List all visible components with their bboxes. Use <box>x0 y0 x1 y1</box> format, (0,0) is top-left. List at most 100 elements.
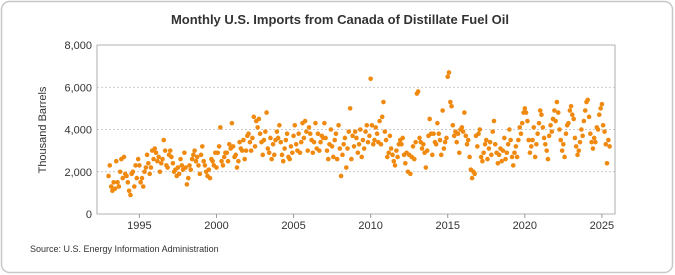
data-point <box>481 150 486 156</box>
x-tick-label: 1995 <box>127 220 151 232</box>
data-point <box>121 154 127 160</box>
data-point <box>333 131 339 137</box>
data-point <box>169 154 174 160</box>
data-point <box>147 171 153 177</box>
y-axis-label: Thousand Barrels <box>37 86 49 173</box>
data-point <box>324 148 330 153</box>
data-point <box>167 148 173 153</box>
data-point <box>514 154 520 160</box>
data-point <box>329 144 335 149</box>
data-point <box>575 152 580 158</box>
data-point <box>351 144 357 149</box>
data-point <box>325 156 331 162</box>
data-point <box>264 110 269 115</box>
data-point <box>568 103 574 109</box>
data-point <box>364 122 370 128</box>
data-point <box>595 127 601 132</box>
data-point <box>233 152 239 158</box>
data-point <box>579 127 584 132</box>
data-point <box>377 118 382 124</box>
data-point <box>162 148 168 153</box>
data-point <box>301 135 307 141</box>
data-point <box>251 114 257 120</box>
data-point <box>423 165 429 170</box>
data-point <box>449 103 454 109</box>
data-point <box>226 141 232 147</box>
data-point <box>381 99 386 105</box>
data-point <box>554 99 560 105</box>
data-point <box>379 114 385 120</box>
data-point <box>576 148 582 153</box>
data-point <box>410 144 416 149</box>
data-point <box>184 182 190 187</box>
data-point <box>132 184 137 189</box>
data-point <box>139 175 145 181</box>
data-point <box>600 122 606 128</box>
y-tick-label: 4,000 <box>64 125 92 137</box>
data-point <box>478 154 484 160</box>
data-point <box>441 146 447 151</box>
data-point <box>342 135 348 141</box>
data-point <box>368 76 373 82</box>
data-point <box>516 137 521 143</box>
data-point <box>156 154 161 160</box>
data-point <box>530 137 535 143</box>
data-point <box>378 141 384 147</box>
data-point <box>531 125 537 130</box>
data-point <box>270 141 276 147</box>
data-point <box>546 133 552 139</box>
data-point <box>255 125 260 130</box>
data-point <box>388 146 394 151</box>
data-point <box>504 150 510 156</box>
data-point <box>507 127 512 132</box>
data-point <box>261 137 267 143</box>
data-point <box>345 146 350 151</box>
x-tick-label: 2015 <box>435 220 459 232</box>
data-point <box>337 146 343 151</box>
data-point <box>155 158 160 164</box>
data-point <box>451 133 457 139</box>
data-point <box>153 150 159 156</box>
data-point <box>199 144 205 149</box>
data-point <box>535 131 540 137</box>
data-point <box>188 167 194 172</box>
data-point <box>206 167 212 172</box>
data-point <box>534 141 539 147</box>
data-point <box>518 131 524 137</box>
data-point <box>435 120 440 126</box>
data-point <box>214 165 219 170</box>
data-point <box>485 156 490 162</box>
data-point <box>243 148 249 153</box>
data-point <box>387 133 393 139</box>
data-point <box>193 158 199 164</box>
data-point <box>311 139 317 145</box>
data-point <box>336 122 341 128</box>
data-point <box>537 108 543 113</box>
data-point <box>135 156 141 162</box>
data-point <box>310 150 316 156</box>
data-point <box>218 125 223 130</box>
data-point <box>386 150 391 156</box>
data-point <box>343 165 349 170</box>
data-point <box>315 131 321 137</box>
data-point <box>559 148 565 153</box>
data-point <box>566 120 571 126</box>
data-point <box>450 122 456 128</box>
data-point <box>430 152 435 158</box>
data-point <box>152 146 158 151</box>
data-point <box>133 163 138 168</box>
data-point <box>236 158 241 164</box>
x-tick-label: 2010 <box>358 220 382 232</box>
data-point <box>431 131 436 137</box>
data-point <box>374 131 380 137</box>
data-point <box>442 139 448 145</box>
data-point <box>322 120 327 126</box>
data-point <box>486 146 492 151</box>
data-point <box>143 165 149 170</box>
y-tick-label: 6,000 <box>64 82 92 94</box>
data-point <box>455 131 461 137</box>
data-point <box>581 118 587 124</box>
data-point <box>552 108 557 113</box>
data-point <box>107 163 113 168</box>
